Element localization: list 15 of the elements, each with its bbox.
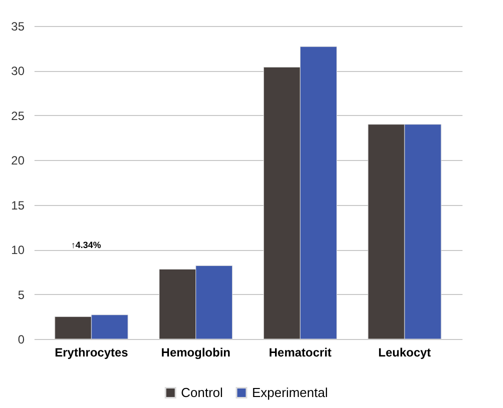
y-tick-label: 25 xyxy=(11,108,25,123)
x-tick-label: Leukocyt xyxy=(378,346,431,360)
x-tick-label: Erythrocytes xyxy=(54,346,128,360)
y-tick-label: 30 xyxy=(11,64,25,78)
y-tick-label: 20 xyxy=(11,154,25,168)
legend-label: Control xyxy=(181,384,224,400)
x-tick-label: Hemoglobin xyxy=(161,346,230,360)
y-tick-label: 10 xyxy=(11,243,25,258)
x-tick-label: Hematocrit xyxy=(268,346,332,360)
legend-label: Experimental xyxy=(252,384,328,400)
annotation: ↑4.34% xyxy=(70,240,102,250)
y-tick-label: 35 xyxy=(11,20,25,34)
y-tick-label: 5 xyxy=(18,288,25,302)
y-tick-label: 0 xyxy=(18,332,25,346)
y-tick-label: 15 xyxy=(11,198,25,212)
